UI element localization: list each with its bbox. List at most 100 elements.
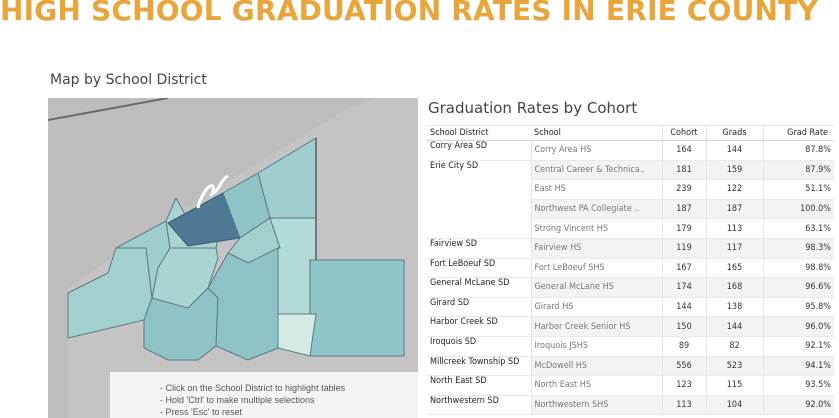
column-header-cohort[interactable]: Cohort	[661, 125, 706, 141]
district-map-canvas[interactable]	[48, 98, 418, 418]
school-cell[interactable]: Northwestern SHS	[531, 395, 662, 416]
presque-isle	[196, 174, 229, 209]
grads-cell: 144	[705, 140, 763, 161]
grad-rate-cell: 51.1%	[762, 179, 834, 200]
grads-cell: 113	[705, 218, 763, 239]
grad-rate-cell: 87.8%	[762, 140, 834, 161]
cohort-cell: 119	[661, 238, 706, 259]
table-row[interactable]: Fairview SD Fairview HS 119 117 98.3%	[427, 238, 834, 259]
school-cell[interactable]: Fairview HS	[531, 238, 662, 259]
table-header-row: School District School Cohort Grads Grad…	[427, 125, 834, 141]
cohort-cell: 123	[661, 375, 706, 396]
instruction-line: - Press 'Esc' to reset	[160, 407, 242, 417]
grad-rate-cell: 92.1%	[762, 336, 834, 357]
table-row[interactable]: Corry Area SD Corry Area HS 164 144 87.8…	[427, 140, 834, 161]
cohort-cell: 239	[661, 179, 706, 200]
table-row[interactable]: East HS 239 122 51.1%	[427, 179, 834, 200]
grad-rate-cell: 96.6%	[762, 277, 834, 298]
cohort-cell: 174	[661, 277, 706, 298]
table-row[interactable]: Northwestern SD Northwestern SHS 113 104…	[427, 395, 834, 416]
table-row[interactable]: Girard SD Girard HS 144 138 95.8%	[427, 297, 834, 318]
grads-cell: 523	[705, 356, 763, 377]
grad-rate-cell: 98.8%	[762, 258, 834, 279]
district-cell[interactable]: Girard SD	[427, 297, 532, 318]
school-cell[interactable]: Iroquois JSHS	[531, 336, 662, 357]
cohort-cell: 167	[661, 258, 706, 279]
grads-cell: 115	[705, 375, 763, 396]
school-cell[interactable]: Girard HS	[531, 297, 662, 318]
district-cell[interactable]: Corry Area SD	[427, 140, 532, 161]
district-cell[interactable]: Iroquois SD	[427, 336, 532, 357]
district-union-city[interactable]	[277, 313, 317, 357]
cohort-cell: 89	[661, 336, 706, 357]
grads-cell: 104	[705, 395, 763, 416]
column-header-district[interactable]: School District	[427, 125, 531, 141]
state-border-line	[48, 98, 169, 121]
cohort-cell: 150	[661, 316, 706, 337]
cohort-cell: 113	[661, 395, 706, 416]
school-cell[interactable]: Strong Vincent HS	[531, 218, 662, 239]
district-cell[interactable]: General McLane SD	[427, 277, 532, 298]
column-header-grad-rate[interactable]: Grad Rate	[762, 125, 834, 141]
district-cell[interactable]: Fort LeBoeuf SD	[427, 258, 532, 279]
cohort-cell: 187	[661, 199, 706, 220]
district-cell[interactable]: North East SD	[427, 375, 532, 396]
school-cell[interactable]: Fort LeBoeuf SHS	[531, 258, 662, 279]
grad-rate-cell: 95.8%	[762, 297, 834, 318]
district-cell[interactable]: Fairview SD	[427, 238, 532, 259]
cohort-table: School District School Cohort Grads Grad…	[427, 125, 834, 416]
grad-rate-cell: 94.1%	[762, 356, 834, 377]
grads-cell: 138	[705, 297, 763, 318]
table-row[interactable]: Northwest PA Collegiate .. 187 187 100.0…	[427, 199, 834, 220]
school-cell[interactable]: Corry Area HS	[531, 140, 662, 161]
table-row[interactable]: Fort LeBoeuf SD Fort LeBoeuf SHS 167 165…	[427, 258, 834, 279]
school-cell[interactable]: General McLane HS	[531, 277, 662, 298]
table-row[interactable]: North East SD North East HS 123 115 93.5…	[427, 375, 834, 396]
district-corry-area[interactable]	[309, 259, 405, 357]
district-cell[interactable]: Harbor Creek SD	[427, 316, 532, 337]
district-cell[interactable]: Millcreek Township SD	[427, 356, 532, 377]
table-row[interactable]: Erie City SD Central Career & Technica..…	[427, 160, 834, 239]
district-cell[interactable]: Erie City SD	[427, 160, 532, 239]
district-cell[interactable]: Northwestern SD	[427, 395, 532, 416]
school-cell[interactable]: North East HS	[531, 375, 662, 396]
grads-cell: 168	[705, 277, 763, 298]
school-cell[interactable]: Harbor Creek Senior HS	[531, 316, 662, 337]
grads-cell: 159	[705, 160, 763, 181]
grad-rate-cell: 98.3%	[762, 238, 834, 259]
grads-cell: 117	[705, 238, 763, 259]
cohort-cell: 181	[661, 160, 706, 181]
table-row[interactable]: Harbor Creek SD Harbor Creek Senior HS 1…	[427, 316, 834, 337]
grad-rate-cell: 87.9%	[762, 160, 834, 181]
column-header-school[interactable]: School	[531, 125, 662, 141]
page-title: HIGH SCHOOL GRADUATION RATES IN ERIE COU…	[0, 0, 818, 27]
grads-cell: 122	[705, 179, 763, 200]
school-cell[interactable]: Northwest PA Collegiate ..	[531, 199, 662, 220]
grad-rate-cell: 96.0%	[762, 316, 834, 337]
school-cell[interactable]: McDowell HS	[531, 356, 662, 377]
grad-rate-cell: 100.0%	[762, 199, 834, 220]
instruction-line: - Hold 'Ctrl' to make multiple selection…	[160, 395, 315, 405]
grad-rate-cell: 63.1%	[762, 218, 834, 239]
cohort-cell: 179	[661, 218, 706, 239]
table-row[interactable]: Iroquois SD Iroquois JSHS 89 82 92.1%	[427, 336, 834, 357]
cohort-cell: 164	[661, 140, 706, 161]
map-instructions: - Click on the School District to highli…	[110, 372, 418, 418]
table-row[interactable]: General McLane SD General McLane HS 174 …	[427, 277, 834, 298]
grads-cell: 82	[705, 336, 763, 357]
cohort-cell: 556	[661, 356, 706, 377]
school-cell[interactable]: East HS	[531, 179, 662, 200]
column-header-grads[interactable]: Grads	[705, 125, 763, 141]
grads-cell: 165	[705, 258, 763, 279]
table-row[interactable]: Millcreek Township SD McDowell HS 556 52…	[427, 356, 834, 377]
grad-rate-cell: 92.0%	[762, 395, 834, 416]
grad-rate-cell: 93.5%	[762, 375, 834, 396]
grads-cell: 187	[705, 199, 763, 220]
cohort-cell: 144	[661, 297, 706, 318]
table-title: Graduation Rates by Cohort	[428, 99, 638, 117]
table-row[interactable]: Strong Vincent HS 179 113 63.1%	[427, 218, 834, 239]
map-title: Map by School District	[50, 72, 207, 88]
district-map[interactable]: - Click on the School District to highli…	[48, 98, 418, 418]
school-cell[interactable]: Central Career & Technica..	[531, 160, 662, 181]
grads-cell: 144	[705, 316, 763, 337]
